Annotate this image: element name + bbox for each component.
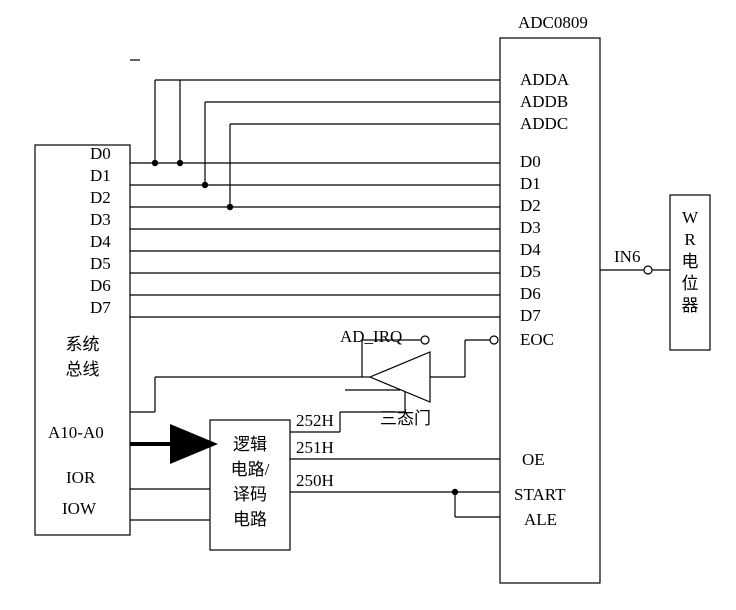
svg-text:ADC0809: ADC0809 [518, 13, 588, 32]
svg-text:D1: D1 [90, 166, 111, 185]
svg-text:R: R [684, 230, 696, 249]
svg-text:ADDA: ADDA [520, 70, 570, 89]
svg-text:电路/: 电路/ [231, 460, 270, 479]
svg-text:D3: D3 [520, 218, 541, 237]
svg-text:D2: D2 [90, 188, 111, 207]
svg-text:电: 电 [682, 252, 699, 271]
svg-text:W: W [682, 208, 699, 227]
svg-text:IOR: IOR [66, 468, 96, 487]
svg-text:ADDC: ADDC [520, 114, 568, 133]
svg-text:电路: 电路 [233, 510, 267, 529]
svg-text:系统: 系统 [66, 335, 100, 354]
svg-text:位: 位 [682, 274, 699, 293]
svg-text:D0: D0 [90, 144, 111, 163]
svg-text:D7: D7 [90, 298, 111, 317]
svg-text:IOW: IOW [62, 499, 97, 518]
svg-text:ADDB: ADDB [520, 92, 568, 111]
svg-text:250H: 250H [296, 471, 334, 490]
svg-text:AD_IRQ: AD_IRQ [340, 327, 402, 346]
svg-text:A10-A0: A10-A0 [48, 423, 104, 442]
svg-text:D5: D5 [90, 254, 111, 273]
svg-text:D5: D5 [520, 262, 541, 281]
svg-text:252H: 252H [296, 411, 334, 430]
svg-text:EOC: EOC [520, 330, 554, 349]
svg-text:D6: D6 [90, 276, 111, 295]
svg-text:D4: D4 [520, 240, 541, 259]
svg-text:D1: D1 [520, 174, 541, 193]
svg-text:251H: 251H [296, 438, 334, 457]
svg-text:D2: D2 [520, 196, 541, 215]
svg-text:OE: OE [522, 450, 545, 469]
svg-text:器: 器 [682, 296, 699, 315]
svg-text:START: START [514, 485, 566, 504]
svg-text:D0: D0 [520, 152, 541, 171]
svg-text:D6: D6 [520, 284, 541, 303]
svg-text:D7: D7 [520, 306, 541, 325]
svg-text:译码: 译码 [233, 485, 267, 504]
svg-text:D3: D3 [90, 210, 111, 229]
svg-text:IN6: IN6 [614, 247, 640, 266]
svg-text:D4: D4 [90, 232, 111, 251]
svg-text:ALE: ALE [524, 510, 557, 529]
svg-text:逻辑: 逻辑 [233, 435, 267, 454]
svg-text:总线: 总线 [66, 360, 100, 379]
